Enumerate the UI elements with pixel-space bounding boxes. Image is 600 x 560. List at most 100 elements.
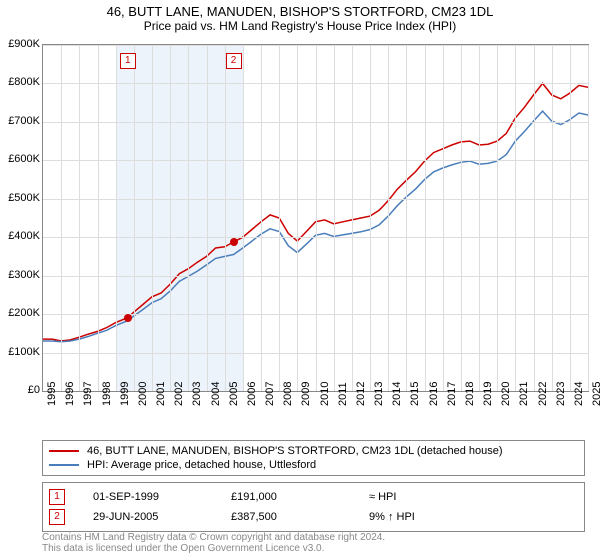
x-tick-label: 2016 xyxy=(428,382,440,406)
legend-item: 46, BUTT LANE, MANUDEN, BISHOP'S STORTFO… xyxy=(49,444,578,458)
footnote-line: Contains HM Land Registry data © Crown c… xyxy=(42,532,385,543)
x-tick-label: 1998 xyxy=(101,382,113,406)
y-tick-label: £200K xyxy=(0,307,40,319)
x-tick-label: 2001 xyxy=(155,382,167,406)
x-tick-label: 2000 xyxy=(137,382,149,406)
x-tick-label: 2017 xyxy=(446,382,458,406)
gridline xyxy=(79,45,80,391)
gridline xyxy=(406,45,407,391)
x-tick-label: 2011 xyxy=(337,382,349,406)
event-row: 2 29-JUN-2005 £387,500 9% ↑ HPI xyxy=(49,507,578,527)
x-tick-label: 2020 xyxy=(500,382,512,406)
x-tick-label: 2014 xyxy=(391,382,403,406)
chart-subtitle: Price paid vs. HM Land Registry's House … xyxy=(0,19,600,37)
gridline xyxy=(297,45,298,391)
x-tick-label: 2005 xyxy=(228,382,240,406)
y-tick-label: £300K xyxy=(0,269,40,281)
event-date: 29-JUN-2005 xyxy=(93,511,203,523)
gridline xyxy=(425,45,426,391)
gridline xyxy=(352,45,353,391)
y-tick-label: £800K xyxy=(0,76,40,88)
legend-item: HPI: Average price, detached house, Uttl… xyxy=(49,458,578,472)
event-delta: ≈ HPI xyxy=(369,491,479,503)
gridline xyxy=(98,45,99,391)
y-tick-label: £0 xyxy=(0,384,40,396)
x-tick-label: 2025 xyxy=(591,382,600,406)
gridline xyxy=(207,45,208,391)
chart-title: 46, BUTT LANE, MANUDEN, BISHOP'S STORTFO… xyxy=(0,0,600,19)
gridline xyxy=(552,45,553,391)
gridline xyxy=(316,45,317,391)
x-tick-label: 2012 xyxy=(355,382,367,406)
gridline xyxy=(188,45,189,391)
event-marker-icon: 1 xyxy=(49,489,65,505)
gridline xyxy=(388,45,389,391)
gridline xyxy=(515,45,516,391)
gridline xyxy=(261,45,262,391)
marker-label: 2 xyxy=(226,53,242,69)
x-tick-label: 2010 xyxy=(319,382,331,406)
footnote-line: This data is licensed under the Open Gov… xyxy=(42,543,385,554)
event-marker-icon: 2 xyxy=(49,509,65,525)
x-tick-label: 2006 xyxy=(246,382,258,406)
legend-swatch xyxy=(49,464,79,466)
y-tick-label: £400K xyxy=(0,230,40,242)
x-tick-label: 2023 xyxy=(555,382,567,406)
x-tick-label: 2003 xyxy=(191,382,203,406)
events-box: 1 01-SEP-1999 £191,000 ≈ HPI 2 29-JUN-20… xyxy=(42,482,585,532)
gridline xyxy=(152,45,153,391)
gridline xyxy=(461,45,462,391)
y-tick-label: £600K xyxy=(0,153,40,165)
x-tick-label: 2007 xyxy=(264,382,276,406)
event-price: £387,500 xyxy=(231,511,341,523)
x-tick-label: 2022 xyxy=(537,382,549,406)
footnote: Contains HM Land Registry data © Crown c… xyxy=(42,532,385,554)
y-tick-label: £500K xyxy=(0,192,40,204)
legend-label: 46, BUTT LANE, MANUDEN, BISHOP'S STORTFO… xyxy=(87,445,503,457)
gridline xyxy=(134,45,135,391)
x-tick-label: 2021 xyxy=(518,382,530,406)
x-tick-label: 1999 xyxy=(119,382,131,406)
gridline xyxy=(334,45,335,391)
gridline xyxy=(570,45,571,391)
x-tick-label: 2004 xyxy=(210,382,222,406)
gridline xyxy=(443,45,444,391)
chart-container: 46, BUTT LANE, MANUDEN, BISHOP'S STORTFO… xyxy=(0,0,600,560)
legend-box: 46, BUTT LANE, MANUDEN, BISHOP'S STORTFO… xyxy=(42,440,585,476)
x-tick-label: 2015 xyxy=(409,382,421,406)
gridline xyxy=(61,45,62,391)
x-tick-label: 2018 xyxy=(464,382,476,406)
marker-label: 1 xyxy=(120,53,136,69)
gridline xyxy=(225,45,226,391)
gridline xyxy=(370,45,371,391)
gridline xyxy=(170,45,171,391)
gridline xyxy=(243,45,244,391)
gridline xyxy=(116,45,117,391)
gridline xyxy=(497,45,498,391)
legend-label: HPI: Average price, detached house, Uttl… xyxy=(87,459,316,471)
gridline xyxy=(534,45,535,391)
gridline xyxy=(279,45,280,391)
x-tick-label: 2009 xyxy=(300,382,312,406)
event-row: 1 01-SEP-1999 £191,000 ≈ HPI xyxy=(49,487,578,507)
event-price: £191,000 xyxy=(231,491,341,503)
x-tick-label: 2013 xyxy=(373,382,385,406)
event-delta: 9% ↑ HPI xyxy=(369,511,479,523)
event-date: 01-SEP-1999 xyxy=(93,491,203,503)
plot-area: 12 xyxy=(42,44,589,392)
x-tick-label: 1997 xyxy=(82,382,94,406)
gridline xyxy=(588,45,589,391)
y-tick-label: £700K xyxy=(0,115,40,127)
y-tick-label: £100K xyxy=(0,346,40,358)
y-tick-label: £900K xyxy=(0,38,40,50)
x-tick-label: 2008 xyxy=(282,382,294,406)
marker-dot xyxy=(230,238,238,246)
x-tick-label: 2002 xyxy=(173,382,185,406)
marker-dot xyxy=(124,314,132,322)
x-tick-label: 1995 xyxy=(46,382,58,406)
x-tick-label: 2024 xyxy=(573,382,585,406)
x-tick-label: 1996 xyxy=(64,382,76,406)
gridline xyxy=(479,45,480,391)
legend-swatch xyxy=(49,450,79,452)
x-tick-label: 2019 xyxy=(482,382,494,406)
